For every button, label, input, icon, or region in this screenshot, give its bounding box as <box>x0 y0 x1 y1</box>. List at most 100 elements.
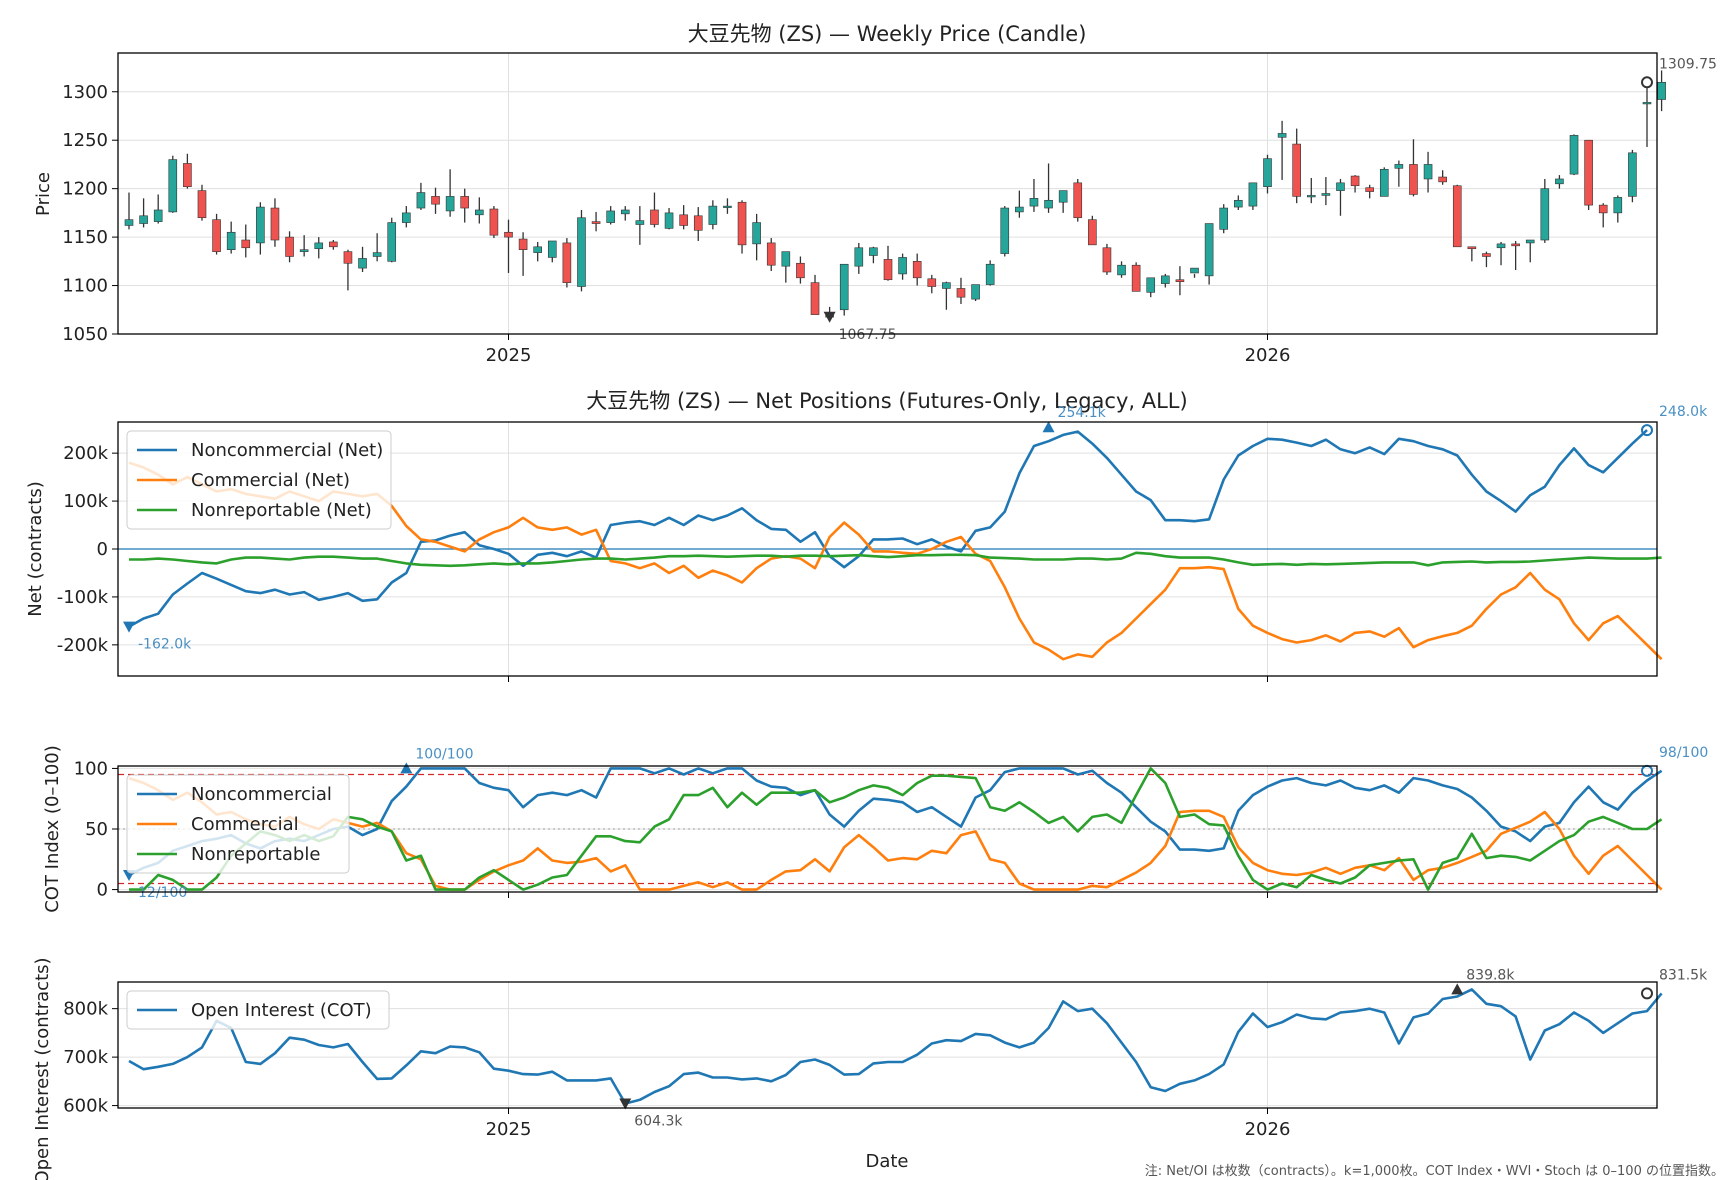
candle-body <box>737 201 747 246</box>
candle-body <box>343 251 353 264</box>
max-value-label: 100/100 <box>415 746 473 762</box>
candle-body <box>416 192 426 209</box>
series-line-commercial <box>128 776 1663 891</box>
candle-body <box>1613 197 1623 214</box>
x-tick-label: 2025 <box>486 345 532 366</box>
candle-body <box>1248 182 1258 207</box>
candle-body <box>898 257 907 275</box>
oi-plot-frame <box>117 981 1658 1109</box>
x-tick-label: 2026 <box>1245 1119 1291 1140</box>
y-tick-label: 1050 <box>62 324 108 345</box>
candle-body <box>153 209 163 222</box>
candle-body <box>591 221 601 224</box>
y-tick-label: 1300 <box>62 82 108 103</box>
legend-label: Nonreportable <box>191 844 320 865</box>
candle-body <box>1073 182 1083 219</box>
candle-body <box>635 220 645 225</box>
y-tick-label: 1250 <box>62 130 108 151</box>
legend-label: Nonreportable (Net) <box>191 500 372 521</box>
candle-body <box>460 196 470 209</box>
cot-y-axis-label: COT Index (0–100) <box>42 745 63 913</box>
last-value-label: 1309.75 <box>1659 56 1717 72</box>
y-tick-label: 1150 <box>62 227 108 248</box>
candle-body <box>1642 102 1652 105</box>
candle-body <box>1365 187 1374 192</box>
y-tick-label: 1200 <box>62 179 108 200</box>
y-tick-label: 0 <box>97 880 108 901</box>
max-value-label: 254.1k <box>1058 405 1107 421</box>
legend-label: Commercial (Net) <box>191 470 350 491</box>
candle-body <box>402 212 411 223</box>
candle-body <box>1438 176 1447 183</box>
candle-body <box>723 205 732 208</box>
candle-body <box>504 231 513 238</box>
candle-body <box>766 242 776 266</box>
candle-body <box>547 240 557 258</box>
last-value-label: 98/100 <box>1659 745 1708 761</box>
last-marker <box>1641 424 1653 437</box>
candle-body <box>1161 275 1170 284</box>
candle-body <box>1131 264 1141 292</box>
candle-body <box>1555 178 1564 185</box>
candle-body <box>1146 277 1156 293</box>
y-tick-label: 800k <box>63 999 108 1020</box>
x-axis-label: Date <box>865 1151 908 1172</box>
net-plot-frame <box>117 421 1658 677</box>
candle-body <box>810 282 820 315</box>
candle-body <box>708 205 718 225</box>
y-tick-label: -100k <box>57 587 109 608</box>
candle-body <box>1496 243 1506 249</box>
candle-body <box>226 231 236 251</box>
candle-body <box>1219 207 1229 230</box>
min-marker <box>619 1098 632 1110</box>
candle-body <box>752 222 761 245</box>
candle-body <box>883 259 893 281</box>
candle-body <box>1379 168 1389 197</box>
last-value-label: 831.5k <box>1659 967 1708 983</box>
series-line-nonreportable-net <box>129 551 1662 568</box>
candle-body <box>854 247 864 267</box>
candle-body <box>1423 164 1433 180</box>
candle-body <box>212 219 221 252</box>
candle-body <box>1452 185 1462 248</box>
candle-body <box>912 261 922 279</box>
series-line-open-interest-cot <box>128 988 1663 1105</box>
candle-body <box>1015 206 1024 213</box>
net-y-axis-label: Net (contracts) <box>25 481 46 617</box>
open-interest-chart: 600k 700k 800k 2025 2026 604.3k 839.8k 831.5k… <box>63 967 1708 1140</box>
max-value-label: 839.8k <box>1466 967 1515 983</box>
candle-body <box>1350 175 1360 187</box>
candle-body <box>270 207 280 241</box>
min-value-label: 12/100 <box>138 885 187 901</box>
candle-body <box>1657 82 1666 100</box>
candle-body <box>1525 239 1535 244</box>
last-marker <box>1641 987 1653 1000</box>
candle-body <box>329 241 338 248</box>
candle-body <box>314 242 324 250</box>
y-tick-label: 0 <box>97 539 108 560</box>
candle-body <box>562 242 572 283</box>
legend-label: Noncommercial (Net) <box>191 440 383 461</box>
candle-body <box>299 249 309 252</box>
cot-index-chart: 0 50 100 12/100 100/100 98/100 Noncommercial… <box>74 745 1709 901</box>
candle-body <box>650 209 659 225</box>
legend-box <box>126 990 390 1030</box>
candle-body <box>1482 253 1491 257</box>
candle-body <box>927 278 937 287</box>
candle-body <box>1234 199 1243 208</box>
series-line-noncommercial <box>128 767 1663 877</box>
candle-body <box>475 209 484 216</box>
last-value-label: 248.0k <box>1659 404 1708 420</box>
max-marker <box>1451 983 1464 995</box>
y-tick-label: 200k <box>63 443 108 464</box>
candle-body <box>606 210 615 223</box>
price-plot-frame <box>117 52 1658 335</box>
candle-body <box>1292 143 1301 197</box>
price-y-axis-label: Price <box>33 172 54 216</box>
footnote: 注: Net/OI は枚数（contracts）。k=1,000枚。COT In… <box>1145 1164 1724 1179</box>
candle-body <box>1598 204 1608 214</box>
y-tick-label: 100 <box>74 758 108 779</box>
min-value-label: -162.0k <box>138 637 192 653</box>
